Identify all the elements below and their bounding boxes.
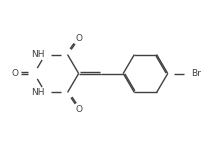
Text: O: O [75, 35, 82, 44]
Text: O: O [75, 105, 82, 114]
Text: Br: Br [191, 69, 201, 78]
Text: O: O [12, 69, 19, 78]
Text: NH: NH [31, 88, 44, 97]
Text: NH: NH [31, 50, 44, 59]
